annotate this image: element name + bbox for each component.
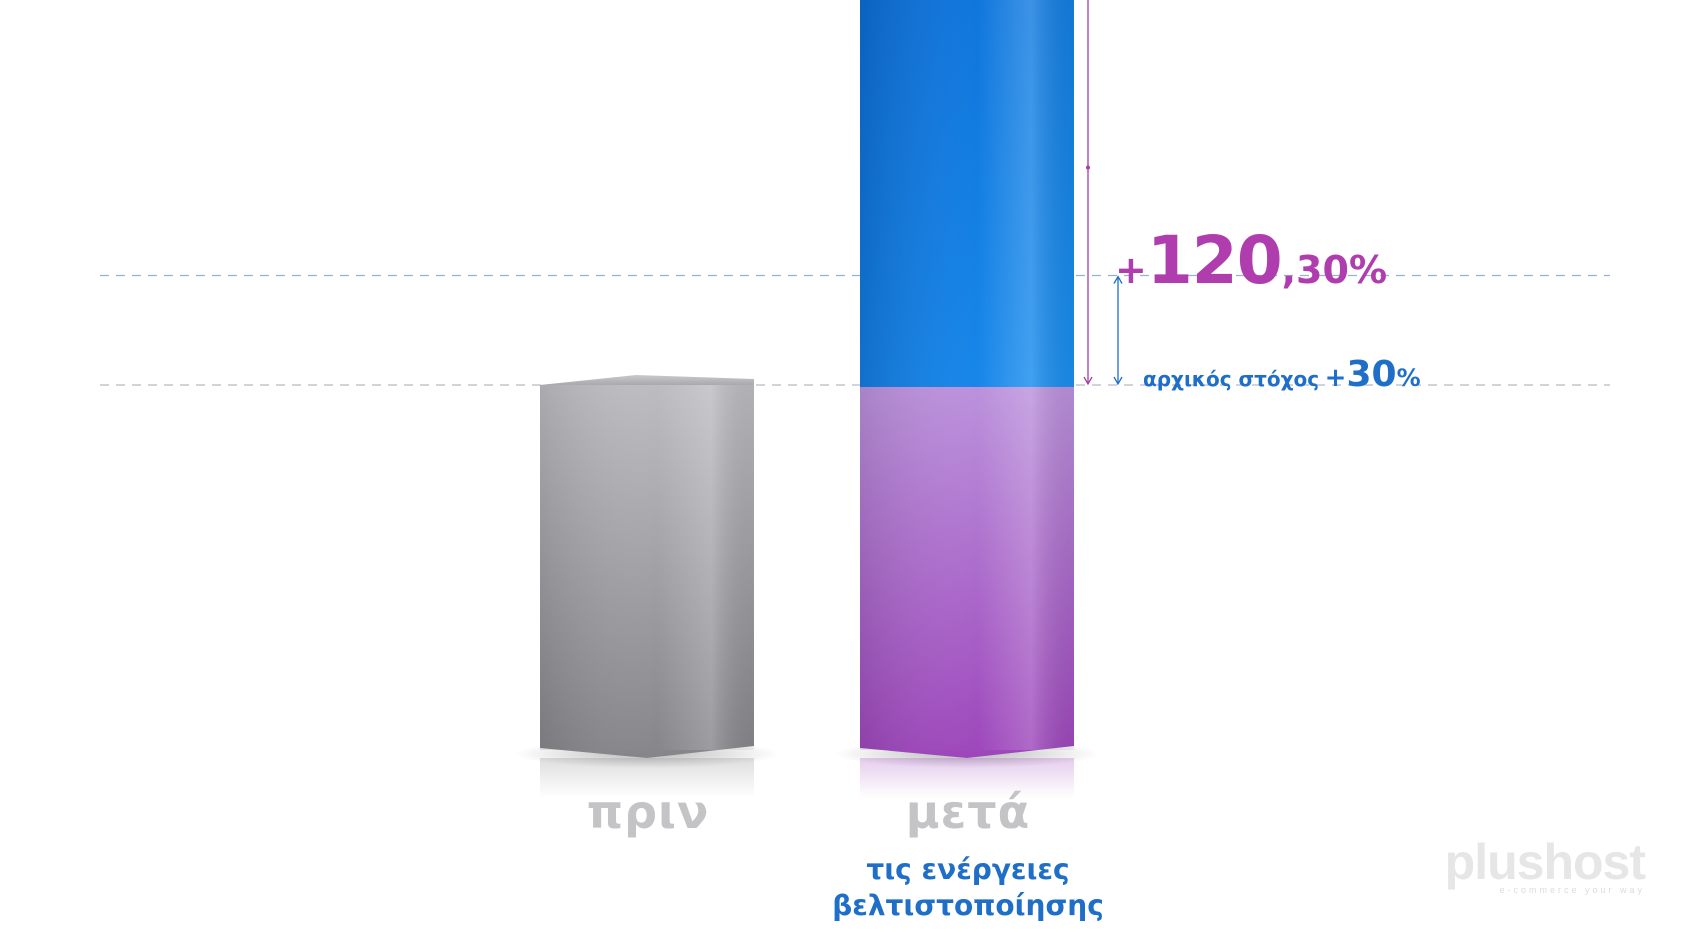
category-subtitle-after: τις ενέργειες βελτιστοποίησης bbox=[790, 852, 1146, 924]
logo-tagline: e-commerce your way bbox=[1499, 885, 1645, 895]
logo-name: plushost bbox=[1444, 834, 1646, 890]
category-subtitle-line-2: βελτιστοποίησης bbox=[832, 889, 1104, 922]
increase-decimal: ,30% bbox=[1281, 248, 1388, 292]
increase-annotation: +120,30% bbox=[1115, 222, 1387, 299]
category-label-before: πριν bbox=[586, 785, 710, 839]
bar-reflection bbox=[860, 758, 1074, 798]
increase-arrow-head-bottom bbox=[1083, 376, 1093, 386]
increase-arrow-dot bbox=[1086, 165, 1090, 170]
increase-plus: + bbox=[1115, 248, 1147, 292]
increase-integer: 120 bbox=[1146, 222, 1283, 299]
goal-decimal: % bbox=[1396, 364, 1421, 392]
goal-text: αρχικός στόχος bbox=[1143, 367, 1320, 391]
bar-before-top bbox=[540, 375, 754, 385]
reference-lines bbox=[100, 274, 1610, 386]
bars bbox=[514, 0, 1100, 798]
bar-after-shine bbox=[860, 0, 1074, 750]
grid-lines bbox=[130, 92, 1560, 751]
category-label-after: μετά bbox=[905, 785, 1031, 839]
goal-arrow-head-bottom bbox=[1113, 376, 1123, 386]
bar-reflection bbox=[540, 758, 754, 798]
goal-annotation: αρχικός στόχος +30% bbox=[1143, 354, 1421, 395]
annotation-arrows bbox=[1083, 0, 1123, 386]
goal-integer: 30 bbox=[1346, 354, 1397, 395]
goal-plus: + bbox=[1324, 363, 1347, 393]
plushost-logo: plushost e-commerce your way bbox=[1444, 834, 1646, 895]
category-subtitle-line-1: τις ενέργειες bbox=[866, 853, 1070, 886]
bar-before-shine bbox=[540, 385, 754, 750]
goal-arrow-head-top bbox=[1113, 275, 1123, 284]
